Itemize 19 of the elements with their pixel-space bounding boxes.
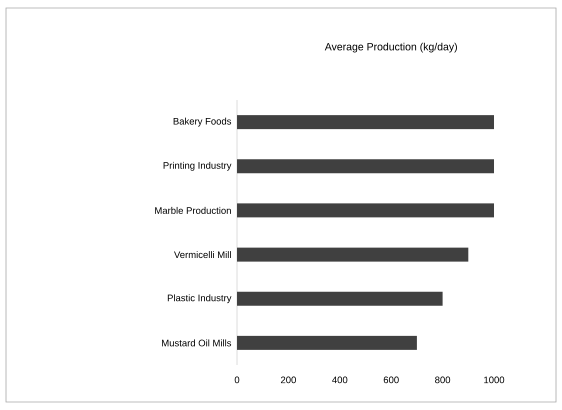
- y-tick-label: Printing Industry: [164, 162, 232, 171]
- chart-title: Average Production (kg/day): [324, 42, 457, 52]
- bar: [237, 248, 468, 262]
- bar: [237, 292, 443, 306]
- x-tick-label: 1000: [484, 376, 504, 384]
- bar: [237, 115, 494, 130]
- y-tick-label: Marble Production: [155, 206, 231, 214]
- bar: [237, 159, 494, 174]
- y-tick-label: Vermicelli Mill: [174, 251, 231, 258]
- x-tick-label: 200: [280, 376, 296, 384]
- x-tick-label: 400: [332, 376, 348, 384]
- y-tick-label: Bakery Foods: [174, 118, 232, 127]
- y-tick-label: Mustard Oil Mills: [162, 339, 232, 346]
- bar: [237, 203, 494, 218]
- bar: [237, 336, 417, 350]
- x-tick-label: 800: [435, 376, 450, 384]
- x-tick-label: 600: [384, 376, 399, 384]
- x-tick-label: 0: [234, 376, 240, 384]
- y-tick-label: Plastic Industry: [168, 294, 232, 304]
